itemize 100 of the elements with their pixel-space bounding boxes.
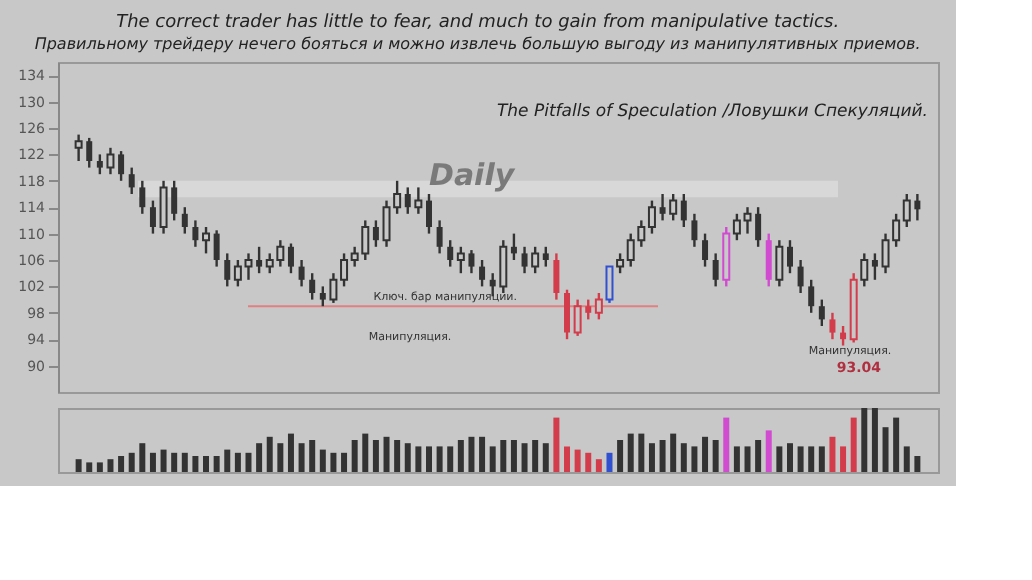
bar — [245, 452, 252, 472]
candlestick — [118, 149, 125, 182]
bar — [574, 449, 581, 472]
bar — [118, 456, 125, 472]
candlestick — [702, 232, 709, 268]
bar — [776, 446, 783, 472]
bar — [277, 443, 284, 472]
bar — [712, 440, 719, 472]
bar — [808, 446, 815, 472]
bar — [585, 452, 592, 472]
bar — [394, 440, 401, 472]
bar — [489, 446, 496, 472]
bar — [436, 446, 443, 472]
bar — [542, 443, 549, 472]
bar — [691, 446, 698, 472]
bar — [86, 462, 93, 472]
bar — [128, 452, 135, 472]
candlestick — [436, 219, 443, 255]
bar — [617, 440, 624, 472]
bar — [871, 408, 878, 472]
bar — [510, 440, 517, 472]
bar — [96, 462, 103, 472]
bar — [351, 440, 358, 472]
bar — [893, 417, 900, 472]
candlestick — [298, 258, 305, 288]
bar — [457, 440, 464, 472]
bar — [882, 427, 889, 472]
bar — [468, 436, 475, 472]
bar — [330, 452, 337, 472]
candlestick — [192, 219, 199, 248]
bar — [638, 433, 645, 472]
annotation: The Pitfalls of Speculation /Ловушки Спекуляций. — [496, 102, 928, 122]
candlestick — [542, 245, 549, 268]
candlestick — [564, 288, 571, 341]
bar — [553, 417, 560, 472]
candlestick — [287, 242, 294, 275]
candlestick — [818, 298, 825, 328]
bar — [341, 452, 348, 472]
bar — [733, 446, 740, 472]
chart-subtitle: Правильному трейдеру нечего бояться и можно извлечь большую выгоду из манипулятивных приемов. — [34, 35, 921, 53]
bar — [256, 443, 263, 472]
candlestick — [797, 258, 804, 295]
band-label: Daily — [428, 157, 517, 194]
candlestick — [372, 219, 379, 248]
candlestick — [202, 225, 211, 255]
candlestick — [309, 272, 316, 301]
bar — [786, 443, 793, 472]
bar — [850, 417, 857, 472]
bar — [595, 459, 602, 472]
bar — [627, 433, 634, 472]
candlestick — [425, 192, 432, 235]
bar — [606, 452, 613, 472]
bar — [670, 433, 677, 472]
candlestick — [149, 199, 156, 235]
bar — [818, 446, 825, 472]
bar — [479, 436, 486, 472]
bar — [383, 436, 390, 472]
candlestick — [808, 278, 815, 314]
candlestick — [712, 252, 719, 288]
bar — [415, 446, 422, 472]
bar — [171, 452, 178, 472]
bar — [75, 459, 82, 472]
candlestick — [213, 229, 220, 268]
bar — [564, 446, 571, 472]
candlestick — [871, 252, 878, 281]
candlestick — [786, 239, 793, 275]
bar — [160, 449, 167, 472]
bar — [659, 440, 666, 472]
bar — [702, 436, 709, 472]
bar — [861, 408, 868, 472]
candlestick — [765, 232, 772, 288]
bar — [532, 440, 539, 472]
candlestick — [680, 192, 687, 229]
bar — [744, 446, 751, 472]
bar — [797, 446, 804, 472]
bar — [680, 443, 687, 472]
bar — [266, 436, 273, 472]
bar — [404, 443, 411, 472]
bar — [224, 449, 231, 472]
chart-title: The correct trader has little to fear, and much to gain from manipulative tactics. — [116, 13, 840, 33]
bar — [425, 446, 432, 472]
bar — [203, 456, 210, 472]
candlestick — [224, 252, 231, 288]
bar — [287, 433, 294, 472]
candlestick — [829, 311, 836, 341]
candlestick — [181, 206, 188, 235]
candlestick — [447, 239, 454, 268]
candlestick — [479, 258, 486, 288]
bar — [149, 452, 156, 472]
bar — [648, 443, 655, 472]
candlestick — [553, 252, 560, 301]
candlestick — [840, 324, 847, 347]
candlestick — [691, 212, 698, 248]
bar — [319, 449, 326, 472]
bar — [234, 452, 241, 472]
bar — [181, 452, 188, 472]
bar — [213, 456, 220, 472]
bar — [840, 446, 847, 472]
bar — [298, 443, 305, 472]
bar — [914, 456, 921, 472]
